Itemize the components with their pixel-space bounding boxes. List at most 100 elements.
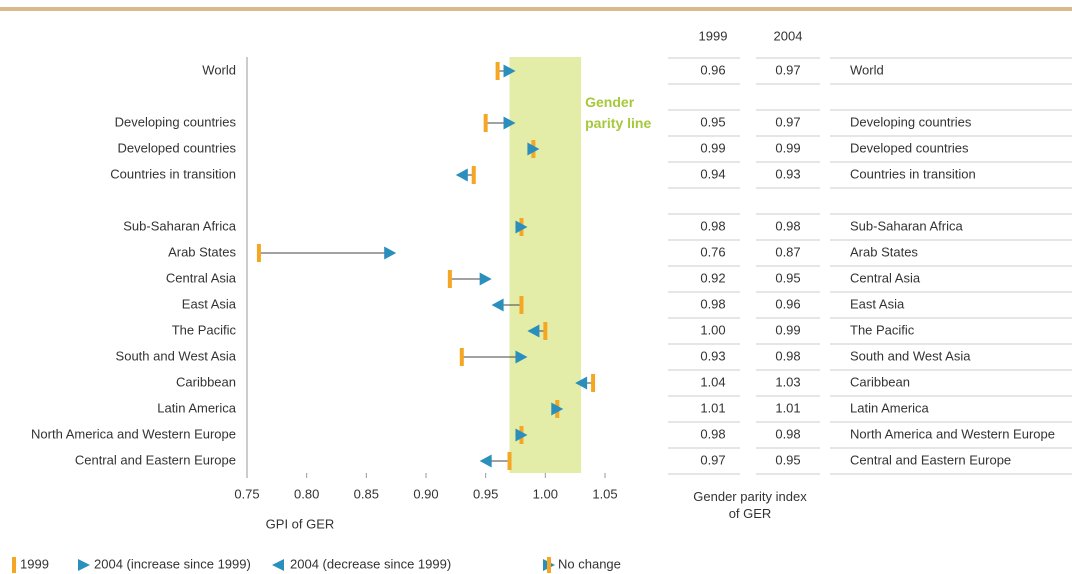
table-cell: 0.92 — [700, 270, 725, 285]
marker-2004 — [491, 298, 504, 312]
table-cell: 1.03 — [775, 374, 800, 389]
marker-1999 — [507, 452, 512, 470]
table-category: The Pacific — [850, 322, 915, 337]
x-tick-label: 1.05 — [592, 486, 617, 501]
table-cell: 0.97 — [700, 452, 725, 467]
table-cell: 0.98 — [700, 426, 725, 441]
marker-2004 — [527, 324, 540, 338]
marker-1999 — [471, 166, 476, 184]
table-cell: 0.98 — [775, 348, 800, 363]
table-category: Central and Eastern Europe — [850, 452, 1011, 467]
table-category: Arab States — [850, 244, 918, 259]
table-cell: 0.93 — [700, 348, 725, 363]
table-cell: 0.98 — [700, 218, 725, 233]
marker-2004 — [515, 220, 528, 234]
category-label: Developed countries — [117, 140, 236, 155]
table-cell: 0.97 — [775, 62, 800, 77]
marker-2004 — [479, 454, 492, 468]
category-label: Countries in transition — [110, 166, 236, 181]
table-cell: 1.04 — [700, 374, 725, 389]
table-category: Countries in transition — [850, 166, 976, 181]
table-cell: 0.98 — [775, 218, 800, 233]
legend-swatch — [547, 557, 551, 573]
marker-2004 — [551, 402, 564, 416]
category-label: Latin America — [157, 400, 237, 415]
category-label: Central and Eastern Europe — [75, 452, 236, 467]
x-tick-label: 1.00 — [533, 486, 558, 501]
category-label: The Pacific — [172, 322, 237, 337]
marker-2004 — [503, 116, 516, 130]
category-label: Developing countries — [115, 114, 237, 129]
table-category: East Asia — [850, 296, 905, 311]
legend-swatch — [272, 559, 284, 571]
table-cell: 0.98 — [700, 296, 725, 311]
top-rule — [0, 7, 1072, 11]
table-category: Sub-Saharan Africa — [850, 218, 964, 233]
table-cell: 0.97 — [775, 114, 800, 129]
table-cell: 1.00 — [700, 322, 725, 337]
legend-label: 2004 (decrease since 1999) — [290, 556, 451, 571]
table-cell: 0.76 — [700, 244, 725, 259]
marker-2004 — [515, 428, 528, 442]
marker-2004 — [515, 350, 528, 364]
table-cell: 0.96 — [775, 296, 800, 311]
legend-swatch — [12, 557, 16, 573]
table-category: World — [850, 62, 884, 77]
marker-1999 — [459, 348, 464, 366]
table-cell: 0.96 — [700, 62, 725, 77]
table-cell: 0.95 — [700, 114, 725, 129]
table-cell: 0.95 — [775, 270, 800, 285]
marker-1999 — [519, 296, 524, 314]
x-tick-label: 0.90 — [413, 486, 438, 501]
marker-1999 — [495, 62, 500, 80]
marker-1999 — [483, 114, 488, 132]
legend-label: 1999 — [20, 556, 49, 571]
category-label: East Asia — [182, 296, 237, 311]
table-category: Developed countries — [850, 140, 969, 155]
table-cell: 0.87 — [775, 244, 800, 259]
table-category: Developing countries — [850, 114, 972, 129]
table-cell: 0.95 — [775, 452, 800, 467]
marker-1999 — [256, 244, 261, 262]
category-label: Arab States — [168, 244, 236, 259]
table-cell: 0.99 — [775, 322, 800, 337]
category-label: Caribbean — [176, 374, 236, 389]
category-label: North America and Western Europe — [31, 426, 236, 441]
x-axis-label: GPI of GER — [266, 516, 335, 531]
table-category: Central Asia — [850, 270, 921, 285]
category-label: South and West Asia — [116, 348, 237, 363]
table-label: Gender parity index of GER — [693, 489, 807, 521]
legend-swatch — [78, 559, 90, 571]
parity-label-box: Gender parity line — [585, 94, 652, 131]
marker-2004 — [455, 168, 468, 182]
marker-1999 — [591, 374, 596, 392]
category-label: World — [202, 62, 236, 77]
legend-label: 2004 (increase since 1999) — [94, 556, 251, 571]
x-tick-label: 0.80 — [294, 486, 319, 501]
category-label: Central Asia — [166, 270, 237, 285]
marker-2004 — [527, 142, 540, 156]
x-tick-label: 0.75 — [234, 486, 259, 501]
table-header: 1999 — [699, 28, 728, 43]
table-category: Caribbean — [850, 374, 910, 389]
table-label-box: Gender parity index of GER — [693, 489, 807, 521]
x-tick-label: 0.95 — [473, 486, 498, 501]
table-cell: 0.99 — [700, 140, 725, 155]
table-cell: 0.98 — [775, 426, 800, 441]
table-category: Latin America — [850, 400, 930, 415]
table-cell: 1.01 — [775, 400, 800, 415]
table-header: 2004 — [774, 28, 803, 43]
marker-2004 — [575, 376, 588, 390]
table-cell: 0.94 — [700, 166, 725, 181]
table-cell: 1.01 — [700, 400, 725, 415]
marker-2004 — [384, 246, 397, 260]
marker-1999 — [447, 270, 452, 288]
parity-label: Gender parity line — [585, 94, 652, 131]
table-cell: 0.99 — [775, 140, 800, 155]
category-label: Sub-Saharan Africa — [123, 218, 237, 233]
marker-2004 — [479, 272, 492, 286]
x-tick-label: 0.85 — [354, 486, 379, 501]
table-cell: 0.93 — [775, 166, 800, 181]
table-category: North America and Western Europe — [850, 426, 1055, 441]
